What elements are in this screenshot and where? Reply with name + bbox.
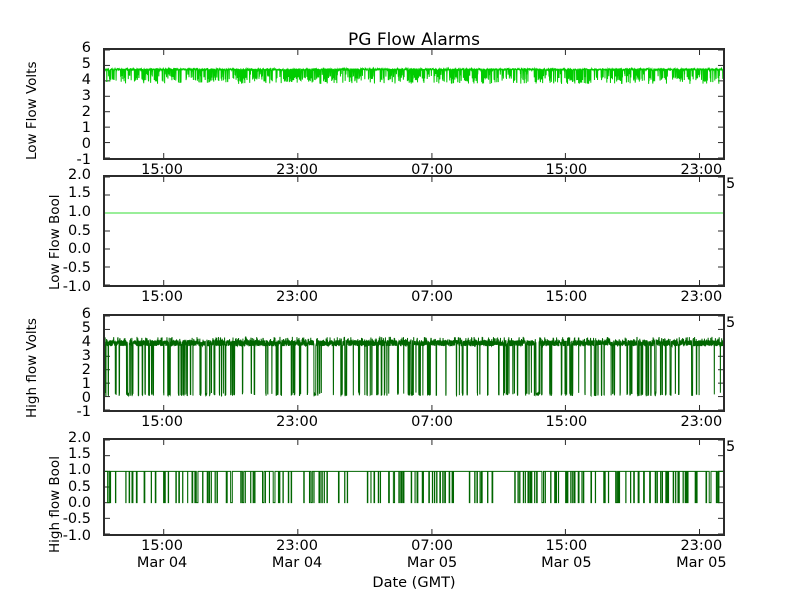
x-tick-label: 07:00 bbox=[411, 162, 453, 178]
x-tick-label: 23:00 bbox=[680, 414, 723, 430]
right-edge-clip-high-flow-volts: 5 bbox=[726, 315, 736, 331]
y-tick-label: -1 bbox=[76, 403, 91, 420]
x-axis-label: Date (GMT) bbox=[372, 575, 456, 591]
y-tick-label: -1 bbox=[76, 151, 91, 168]
y-tick-label: 4 bbox=[81, 333, 91, 350]
x-tick-date: Mar 05 bbox=[676, 554, 727, 571]
right-edge-clip-high-flow-bool: 5 bbox=[726, 439, 736, 455]
x-tick-time: 07:00 bbox=[411, 538, 453, 554]
y-tick-label: -0.5 bbox=[62, 511, 91, 528]
y-tick-label: 3 bbox=[81, 87, 91, 104]
x-tick-label: 07:00 bbox=[411, 414, 453, 430]
y-tick-label: 6 bbox=[81, 305, 91, 322]
y-tick-label: 4 bbox=[81, 71, 91, 88]
x-tick-label: 15:00 bbox=[545, 414, 588, 430]
plot-panel-low-flow-volts bbox=[103, 48, 725, 160]
y-tick-label: 1.5 bbox=[67, 445, 91, 462]
x-tick-time: 15:00 bbox=[545, 538, 588, 554]
x-tick-date: Mar 04 bbox=[271, 554, 323, 571]
y-tick-label: 1.0 bbox=[67, 462, 91, 479]
y-tick-label: 1 bbox=[81, 119, 91, 136]
x-tick-time: 15:00 bbox=[141, 538, 183, 554]
y-axis-label-high-flow-volts: High flow Volts bbox=[24, 318, 40, 418]
data-trace bbox=[105, 335, 723, 398]
y-tick-label: 3 bbox=[81, 347, 91, 364]
plot-panel-high-flow-volts bbox=[103, 314, 725, 412]
y-tick-label: 1 bbox=[81, 375, 91, 392]
y-tick-label: -1.0 bbox=[62, 278, 91, 295]
y-tick-labels-low-flow-volts: -1 0 1 2 3 4 5 6 bbox=[45, 40, 91, 166]
y-tick-label: 6 bbox=[81, 39, 91, 56]
x-tick-label: 23:00 Mar 05 bbox=[676, 538, 726, 571]
x-tick-time: 23:00 bbox=[276, 538, 318, 554]
x-tick-label: 23:00 bbox=[276, 414, 318, 430]
y-tick-label: 0.0 bbox=[67, 494, 91, 511]
y-tick-label: 0.5 bbox=[67, 478, 91, 495]
right-edge-clip-low-flow-bool: 5 bbox=[726, 176, 736, 192]
y-tick-label: 0.5 bbox=[67, 222, 91, 239]
y-tick-label: 1.0 bbox=[67, 203, 91, 220]
y-tick-label: 2.0 bbox=[67, 166, 91, 183]
x-tick-label: 15:00 bbox=[141, 162, 183, 178]
y-tick-labels-high-flow-bool: -1.0 -0.5 0.0 0.5 1.0 1.5 2.0 bbox=[45, 430, 91, 542]
x-tick-label: 23:00 bbox=[276, 289, 318, 305]
y-tick-label: 1.5 bbox=[67, 185, 91, 202]
x-tick-label: 15:00 bbox=[141, 414, 183, 430]
x-tick-label: 07:00 Mar 05 bbox=[407, 538, 457, 571]
x-tick-label: 07:00 bbox=[411, 289, 453, 305]
x-tick-date: Mar 05 bbox=[541, 554, 592, 571]
x-tick-label: 15:00 Mar 05 bbox=[541, 538, 591, 571]
x-tick-label: 15:00 bbox=[545, 162, 588, 178]
x-tick-label: 23:00 bbox=[276, 162, 318, 178]
x-tick-label: 15:00 bbox=[545, 289, 588, 305]
x-tick-label: 15:00 Mar 04 bbox=[137, 538, 187, 571]
y-tick-labels-high-flow-volts: -1 0 1 2 3 4 5 6 bbox=[45, 306, 91, 418]
y-tick-label: 5 bbox=[81, 319, 91, 336]
x-tick-date: Mar 05 bbox=[406, 554, 458, 571]
data-trace bbox=[105, 470, 723, 504]
y-tick-labels-low-flow-bool: -1.0 -0.5 0.0 0.5 1.0 1.5 2.0 bbox=[45, 167, 91, 293]
y-tick-label: 2 bbox=[81, 361, 91, 378]
x-tick-time: 23:00 bbox=[680, 538, 723, 554]
plot-panel-low-flow-bool bbox=[103, 175, 725, 287]
y-tick-label: -1.0 bbox=[62, 527, 91, 544]
x-tick-label: 15:00 bbox=[141, 289, 183, 305]
plot-panel-high-flow-bool bbox=[103, 438, 725, 536]
y-tick-label: 2.0 bbox=[67, 429, 91, 446]
page-title: PG Flow Alarms bbox=[348, 30, 480, 50]
x-tick-label: 23:00 bbox=[680, 289, 723, 305]
data-trace bbox=[105, 66, 723, 84]
y-tick-label: 5 bbox=[81, 55, 91, 72]
y-tick-label: 0 bbox=[81, 389, 91, 406]
x-tick-label: 23:00 bbox=[680, 162, 723, 178]
y-tick-label: 0 bbox=[81, 135, 91, 152]
x-tick-label: 23:00 Mar 04 bbox=[272, 538, 322, 571]
y-axis-label-low-flow-volts: Low Flow Volts bbox=[24, 61, 40, 160]
y-tick-label: -0.5 bbox=[62, 259, 91, 276]
y-tick-label: 0.0 bbox=[67, 241, 91, 258]
x-tick-date: Mar 04 bbox=[136, 554, 188, 571]
y-tick-label: 2 bbox=[81, 103, 91, 120]
